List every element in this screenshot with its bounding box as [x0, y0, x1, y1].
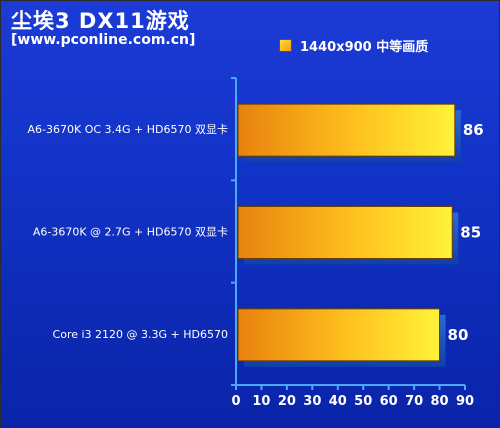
x-tick-label: 60	[380, 394, 398, 409]
x-tick-label: 90	[456, 394, 474, 409]
x-tick-label: 70	[405, 394, 423, 409]
category-label: A6-3670K @ 2.7G + HD6570 双显卡	[33, 226, 228, 239]
chart-legend: 1440x900 中等画质	[279, 36, 428, 55]
chart-subtitle: [www.pconline.com.cn]	[11, 32, 196, 48]
x-tick-label: 0	[231, 394, 240, 409]
x-tick-label: 30	[303, 394, 321, 409]
bar	[237, 308, 441, 362]
category-label: Core i3 2120 @ 3.3G + HD6570	[53, 328, 228, 341]
x-tick-label: 80	[431, 394, 449, 409]
bar	[237, 206, 453, 259]
chart-title: 尘埃3 DX11游戏	[11, 9, 190, 33]
x-tick-label: 10	[252, 394, 270, 409]
legend-label: 1440x900 中等画质	[300, 40, 429, 55]
value-label: 80	[448, 326, 469, 344]
value-label: 85	[460, 224, 481, 242]
value-label: 86	[463, 121, 484, 139]
x-tick-label: 40	[329, 394, 347, 409]
x-tick-label: 20	[278, 394, 296, 409]
legend-swatch	[279, 39, 292, 52]
category-label: A6-3670K OC 3.4G + HD6570 双显卡	[28, 123, 229, 136]
x-tick-label: 50	[354, 394, 372, 409]
bar	[237, 103, 456, 157]
